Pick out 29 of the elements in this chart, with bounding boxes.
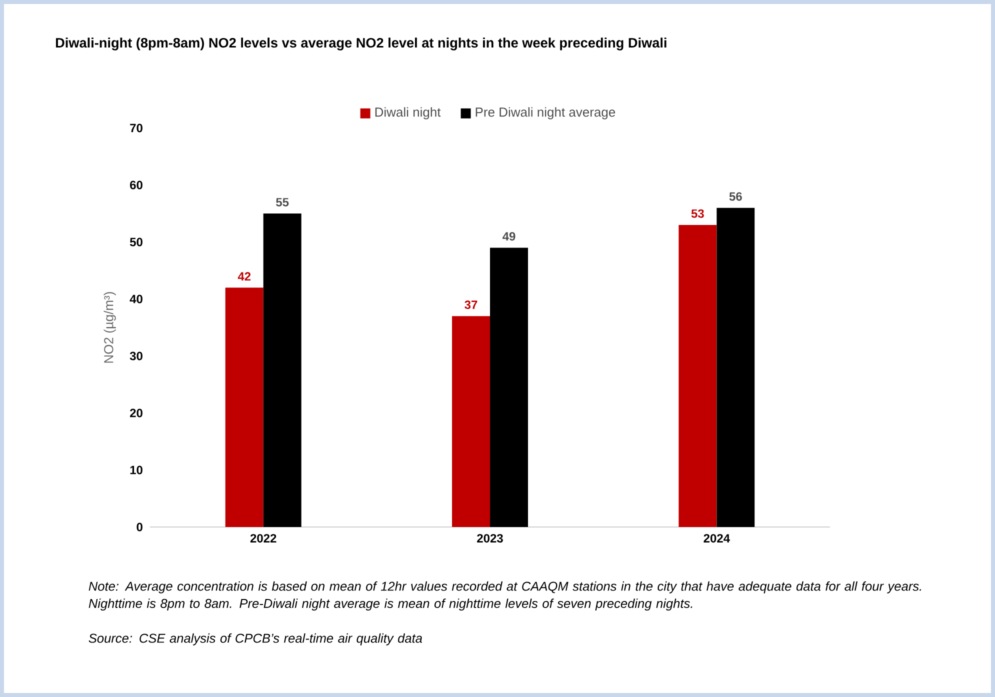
chart-title: Diwali-night (8pm-8am) NO2 levels vs average NO2 level at nights in the week preceding Diwali bbox=[56, 38, 666, 50]
y-axis-title: NO2 (µg/m³) bbox=[104, 292, 116, 363]
y-tick-label: 40 bbox=[130, 294, 142, 304]
data-label: 56 bbox=[729, 192, 742, 201]
y-tick-label: 10 bbox=[130, 466, 142, 474]
y-tick-label: 0 bbox=[136, 522, 142, 532]
y-tick-label: 60 bbox=[130, 180, 142, 190]
legend-label: Diwali night bbox=[375, 107, 441, 120]
data-label: 55 bbox=[276, 198, 289, 206]
x-tick-label: 2022 bbox=[250, 534, 276, 543]
legend-label: Pre Diwali night average bbox=[476, 107, 616, 120]
data-label: 37 bbox=[464, 300, 478, 310]
bar bbox=[263, 214, 302, 527]
bar bbox=[678, 224, 717, 527]
source-note: Source: CSE analysis of CPCB’s real-time air quality data bbox=[88, 633, 422, 646]
text: Note: Average concentration is based on mean of 12hr values recorded at CAAQM stations in the city that have adequate data for all four years. Nighttime is 8pm to 8am. Pre-Diwali night average is mean of nighttime levels of seven preceding nights. bbox=[88, 581, 922, 611]
y-tick-label: 30 bbox=[130, 352, 142, 360]
bar bbox=[225, 288, 264, 527]
data-label: 49 bbox=[502, 232, 516, 241]
bar bbox=[716, 208, 755, 527]
data-label: 53 bbox=[691, 209, 704, 218]
x-tick-label: 2023 bbox=[477, 534, 503, 543]
bar bbox=[490, 248, 528, 527]
y-tick-label: 70 bbox=[130, 124, 142, 132]
bar bbox=[452, 316, 490, 527]
y-tick-label: 20 bbox=[130, 408, 142, 418]
data-label: 42 bbox=[238, 272, 251, 281]
y-tick-label: 50 bbox=[130, 238, 142, 246]
x-tick-label: 2024 bbox=[704, 534, 730, 543]
